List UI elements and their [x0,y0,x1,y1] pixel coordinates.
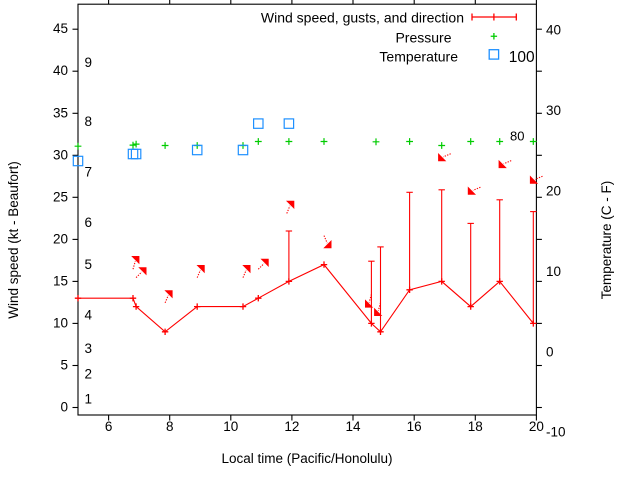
svg-text:18: 18 [468,419,483,434]
svg-text:5: 5 [60,358,68,373]
svg-text:Wind speed, gusts, and directi: Wind speed, gusts, and direction [261,10,464,26]
svg-text:1: 1 [85,392,93,407]
svg-text:5: 5 [85,257,93,272]
svg-text:6: 6 [105,419,113,434]
svg-text:2: 2 [85,366,93,381]
svg-text:8: 8 [85,114,93,129]
svg-text:7: 7 [85,165,93,180]
svg-text:14: 14 [345,419,361,434]
svg-text:16: 16 [407,419,422,434]
svg-text:0: 0 [546,345,554,360]
svg-text:Temperature (C - F): Temperature (C - F) [599,181,614,300]
svg-text:20: 20 [546,184,561,199]
svg-text:35: 35 [53,105,68,120]
svg-text:10: 10 [53,315,68,330]
svg-text:Temperature: Temperature [379,49,458,65]
svg-text:Wind speed (kt - Beaufort): Wind speed (kt - Beaufort) [6,161,21,319]
svg-text:-10: -10 [546,425,566,440]
svg-text:20: 20 [53,231,68,246]
svg-text:9: 9 [85,55,93,70]
svg-text:0: 0 [60,400,68,415]
svg-text:80: 80 [510,129,524,144]
svg-text:40: 40 [53,63,68,78]
svg-text:20: 20 [529,419,544,434]
svg-text:Local time (Pacific/Honolulu): Local time (Pacific/Honolulu) [221,451,392,466]
svg-text:10: 10 [223,419,238,434]
svg-text:45: 45 [53,21,68,36]
svg-text:4: 4 [85,307,93,322]
svg-text:Pressure: Pressure [395,30,451,46]
svg-text:8: 8 [166,419,174,434]
svg-text:100: 100 [509,49,535,66]
svg-text:6: 6 [85,215,93,230]
svg-text:15: 15 [53,273,68,288]
svg-text:12: 12 [284,419,299,434]
svg-text:30: 30 [53,147,68,162]
svg-text:30: 30 [546,103,561,118]
svg-text:40: 40 [546,23,561,38]
svg-text:25: 25 [53,189,68,204]
svg-text:10: 10 [546,264,561,279]
svg-text:3: 3 [85,341,93,356]
